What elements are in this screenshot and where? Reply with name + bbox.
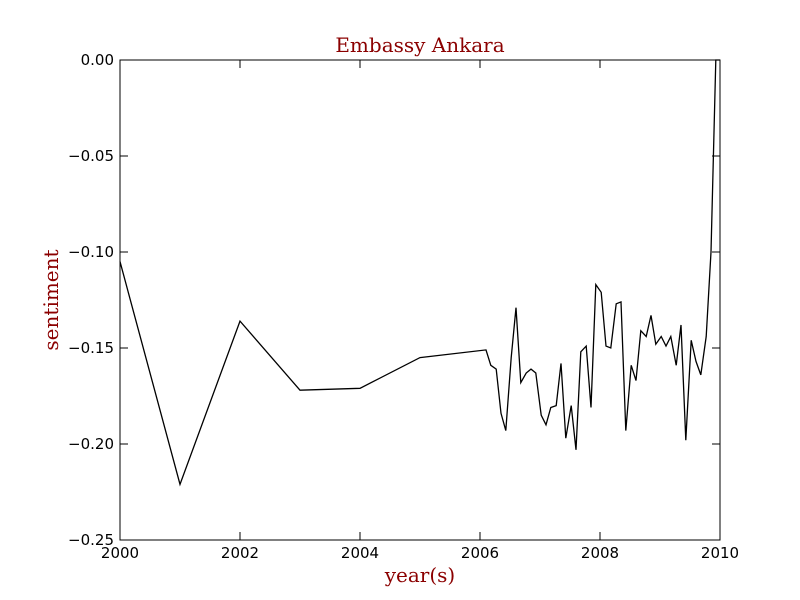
x-tick-label: 2008 <box>581 544 619 562</box>
x-tick-label: 2002 <box>221 544 259 562</box>
y-axis-ticks: 0.00 −0.05 −0.10 −0.15 −0.20 −0.25 <box>68 51 720 549</box>
x-tick-label: 2006 <box>461 544 499 562</box>
chart-title: Embassy Ankara <box>335 33 504 57</box>
y-tick-label: −0.10 <box>68 243 114 261</box>
y-tick-label: 0.00 <box>81 51 114 69</box>
y-axis-label: sentiment <box>39 249 63 350</box>
y-tick-label: −0.20 <box>68 435 114 453</box>
x-tick-label: 2000 <box>101 544 139 562</box>
x-axis-ticks: 2000 2002 2004 2006 2008 2010 <box>101 60 739 562</box>
plot-area <box>119 59 721 541</box>
x-tick-label: 2010 <box>701 544 739 562</box>
series-line <box>119 59 720 487</box>
y-tick-label: −0.25 <box>68 531 114 549</box>
x-tick-label: 2004 <box>341 544 379 562</box>
y-tick-label: −0.15 <box>68 339 114 357</box>
y-tick-label: −0.05 <box>68 147 114 165</box>
x-axis-label: year(s) <box>384 563 456 587</box>
